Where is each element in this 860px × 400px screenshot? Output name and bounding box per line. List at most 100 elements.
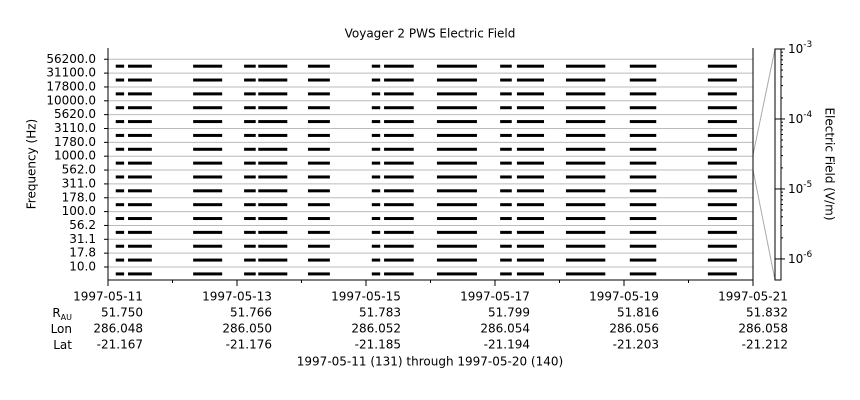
data-strip (371, 147, 381, 151)
y-tick-label: 10000.0 (46, 93, 96, 107)
data-strip (565, 78, 606, 82)
data-strip (307, 161, 330, 165)
data-strip (258, 203, 288, 207)
x-tick-label: 1997-05-13 (202, 290, 272, 304)
data-strip (565, 133, 606, 137)
colorbar-tick-base: 10 (788, 42, 803, 56)
data-strip (115, 92, 125, 96)
colorbar-tick-label: 10-3 (788, 40, 812, 56)
data-strip (258, 217, 288, 221)
data-strip (629, 230, 657, 234)
data-strip (258, 64, 288, 68)
data-strip (127, 203, 152, 207)
data-strip (500, 147, 512, 151)
data-strip (307, 272, 330, 276)
data-strip (707, 64, 737, 68)
y-axis-label: Frequency (Hz) (25, 119, 39, 210)
data-strip (244, 272, 256, 276)
ephemeris-value: 286.058 (738, 322, 788, 336)
data-strip (307, 106, 330, 110)
ephemeris-value: 286.048 (93, 322, 143, 336)
data-strip (565, 244, 606, 248)
data-strip (115, 106, 125, 110)
ephemeris-label: Lat (53, 338, 72, 352)
colorbar-tick-label: 10-4 (788, 109, 813, 125)
data-strip (436, 133, 477, 137)
data-strip (436, 147, 477, 151)
data-strip (193, 133, 223, 137)
data-strip (629, 175, 657, 179)
data-strip (565, 258, 606, 262)
data-strip (244, 189, 256, 193)
data-strip (193, 189, 223, 193)
data-strip (565, 175, 606, 179)
data-strip (258, 120, 288, 124)
data-strip (565, 272, 606, 276)
data-strip (629, 106, 657, 110)
data-strip (127, 272, 152, 276)
data-strip (244, 230, 256, 234)
data-strip (307, 230, 330, 234)
data-strip (193, 272, 223, 276)
data-strip (127, 175, 152, 179)
colorbar-tick-base: 10 (788, 251, 803, 265)
data-strip (127, 106, 152, 110)
data-strip (127, 133, 152, 137)
colorbar-tick-exponent: -4 (803, 109, 812, 119)
x-tick-label: 1997-05-11 (73, 290, 143, 304)
data-strip (629, 272, 657, 276)
data-strip (115, 258, 125, 262)
data-strip (307, 120, 330, 124)
y-tick-label: 56.2 (69, 218, 96, 232)
colorbar-label: Electric Field (V/m) (823, 107, 837, 220)
data-strip (193, 92, 223, 96)
data-strip (371, 189, 381, 193)
data-strip (127, 64, 152, 68)
data-strip (436, 175, 477, 179)
data-strip (500, 230, 512, 234)
data-strip (244, 258, 256, 262)
data-strip (707, 78, 737, 82)
data-strip (629, 92, 657, 96)
data-strip (115, 203, 125, 207)
data-strip (371, 217, 381, 221)
data-strip (127, 244, 152, 248)
data-strip (244, 92, 256, 96)
data-strip (127, 92, 152, 96)
y-tick-label: 31100.0 (46, 66, 96, 80)
ephemeris-value: -21.167 (97, 338, 143, 352)
data-strip (500, 78, 512, 82)
ephemeris-value: 51.766 (230, 306, 272, 320)
data-strip (629, 258, 657, 262)
data-strip (193, 175, 223, 179)
data-strip (384, 272, 414, 276)
data-strip (193, 258, 223, 262)
data-strip (565, 189, 606, 193)
ephemeris-value: -21.212 (742, 338, 788, 352)
data-strip (115, 161, 125, 165)
data-strip (565, 92, 606, 96)
data-strip (516, 161, 545, 165)
data-strip (115, 78, 125, 82)
data-strip (629, 78, 657, 82)
data-strip (707, 272, 737, 276)
data-strip (258, 175, 288, 179)
data-strip (500, 133, 512, 137)
data-strip (565, 120, 606, 124)
data-strip (629, 244, 657, 248)
data-strip (127, 147, 152, 151)
data-strip (436, 120, 477, 124)
data-strip (244, 78, 256, 82)
data-strip (371, 161, 381, 165)
data-strip (707, 147, 737, 151)
data-strip (371, 120, 381, 124)
data-strip (193, 161, 223, 165)
data-strip (436, 230, 477, 234)
data-strip (307, 92, 330, 96)
y-tick-label: 31.1 (69, 232, 96, 246)
colorbar-tick-base: 10 (788, 181, 803, 195)
data-strip (384, 217, 414, 221)
y-tick-label: 178.0 (62, 190, 96, 204)
y-tick-label: 56200.0 (46, 52, 96, 66)
data-strip (115, 133, 125, 137)
